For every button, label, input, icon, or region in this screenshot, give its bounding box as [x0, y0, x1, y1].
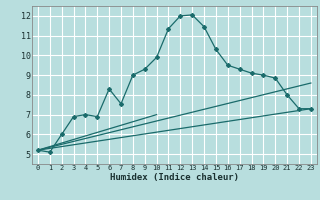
X-axis label: Humidex (Indice chaleur): Humidex (Indice chaleur) — [110, 173, 239, 182]
